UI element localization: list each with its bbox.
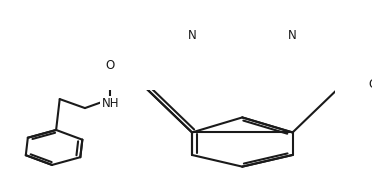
Text: N: N (187, 29, 196, 42)
Text: NH: NH (102, 97, 119, 110)
Text: O: O (106, 59, 115, 72)
Text: N: N (288, 29, 297, 42)
Text: O: O (368, 78, 372, 91)
